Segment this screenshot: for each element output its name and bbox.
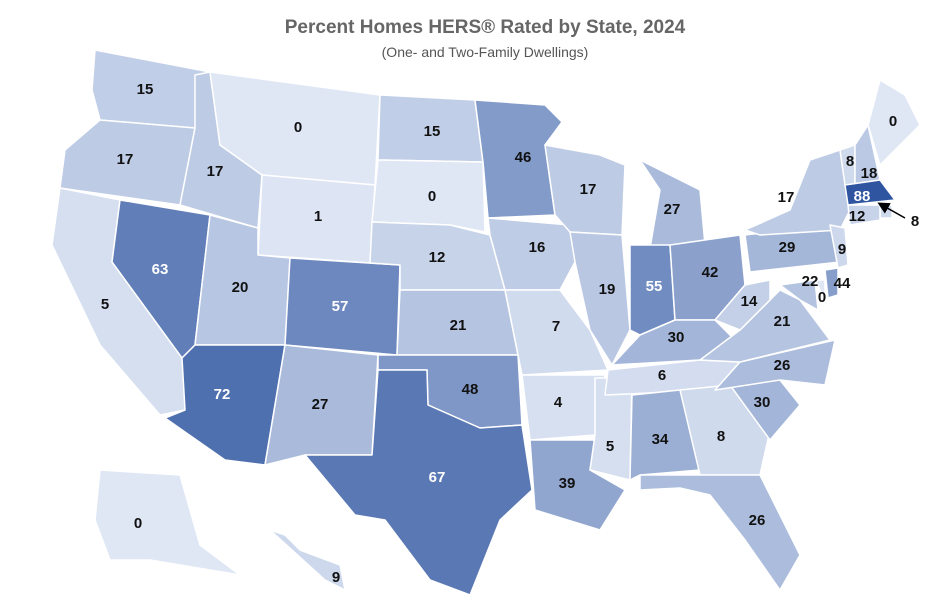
state [629,389,701,481]
state-label: 0 [134,515,142,532]
state [639,474,801,591]
state-label: 72 [214,386,231,403]
state [304,369,533,596]
state-label: 8 [911,213,919,230]
state-label: 26 [774,357,791,374]
state-label: 0 [428,188,436,205]
state [847,204,881,226]
state-label: 4 [554,394,563,411]
state [829,224,849,269]
state-label: 0 [294,119,302,136]
state-label: 1 [314,208,322,225]
state [779,279,819,311]
state-label: 0 [889,113,897,130]
state-label: 18 [861,165,878,182]
state-label: 22 [802,273,819,290]
state-label: 14 [741,293,758,310]
state-label: 9 [332,569,340,586]
state-label: 55 [646,278,663,295]
state-label: 48 [462,381,479,398]
state-label: 39 [559,475,576,492]
state-label: 19 [599,281,616,298]
state-label: 0 [818,289,826,306]
state-label: 15 [424,123,441,140]
state-label: 29 [779,239,796,256]
state-label: 21 [450,317,467,334]
state-label: 8 [846,153,854,170]
leader-arrow [877,202,906,219]
state-label: 46 [515,149,532,166]
state-label: 63 [152,261,169,278]
state-label: 17 [207,163,224,180]
state [814,279,826,301]
state-label: 5 [606,438,614,455]
state [371,159,486,233]
state [824,267,839,299]
state-label: 7 [552,318,560,335]
state-label: 30 [668,329,685,346]
state-label: 9 [838,241,846,258]
state [269,529,346,591]
state-label: 5 [101,296,109,313]
state-label: 17 [117,151,134,168]
state-label: 17 [580,181,597,198]
state [714,339,836,391]
state-label: 26 [749,512,766,529]
state [521,374,606,441]
state [744,149,851,236]
state-label: 27 [312,396,329,413]
state-label: 44 [834,275,851,292]
state-label: 57 [332,298,349,315]
state [714,279,771,331]
state-label: 12 [429,249,446,266]
state-label: 6 [658,367,666,384]
state-label: 21 [774,313,791,330]
state-label: 34 [652,431,669,448]
state [844,179,896,206]
state-label: 15 [137,81,154,98]
state-label: 20 [232,279,249,296]
map-subtitle: (One- and Two-Family Dwellings) [382,44,589,60]
state-label: 12 [849,208,866,225]
state-label: 88 [854,188,871,205]
state-label: 30 [754,394,771,411]
state-label: 8 [717,428,725,445]
state-label: 16 [529,239,546,256]
state [94,469,241,576]
state-label: 27 [664,201,681,218]
state [867,79,921,166]
state-label: 42 [702,264,719,281]
state-label: 67 [429,469,446,486]
state-label: 17 [778,189,795,206]
map-title: Percent Homes HERS® Rated by State, 2024 [285,17,686,38]
